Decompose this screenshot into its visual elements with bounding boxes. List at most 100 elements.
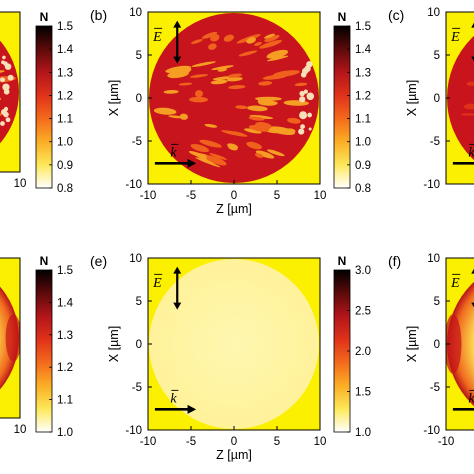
- field-hotspot: [299, 111, 308, 120]
- panel-2: Ek -10 -5 0 5 10 10 5 0 -5 -10 Z [µm] X [µm] (b) N 1.5 1…: [90, 7, 372, 216]
- field-streak: [199, 139, 222, 148]
- field-streak: [217, 68, 227, 72]
- e-vector-label: E: [152, 276, 162, 291]
- x-tick-label: 10: [314, 436, 327, 448]
- k-vector-label: k: [170, 391, 177, 406]
- field-streak: [163, 89, 179, 94]
- colorbar-tick-label: 0.8: [355, 183, 371, 195]
- field-streak: [204, 155, 227, 166]
- field-streak: [248, 116, 265, 121]
- field-hotspot: [308, 127, 312, 131]
- field-hotspot: [5, 314, 20, 362]
- colorbar-title: N: [338, 10, 347, 24]
- field-streak: [466, 81, 474, 86]
- panel-label: (e): [90, 253, 107, 269]
- field-streak: [264, 33, 275, 39]
- panel-plot-area: [0, 12, 20, 172]
- y-tick-label: 5: [434, 296, 440, 308]
- field-hotspot: [5, 117, 11, 123]
- field-streak: [259, 40, 283, 49]
- x-tick-label: -10: [140, 436, 157, 448]
- e-arrow-head-down: [173, 56, 182, 64]
- colorbar-tick-label: 1.4: [355, 44, 372, 56]
- field-streak: [189, 96, 209, 103]
- y-tick-label: 0: [434, 93, 440, 105]
- colorbar: N 1.5 1.4 1.3 1.2 1.1 1.0 0.9 0.8: [333, 10, 372, 195]
- colorbar-tick-label: 2.5: [355, 306, 371, 318]
- e-vector-label: E: [450, 30, 460, 45]
- field-streak: [179, 113, 188, 120]
- field-streak: [229, 131, 246, 137]
- colorbar-tick-label: 1.5: [355, 21, 371, 33]
- field-hotspot: [303, 89, 308, 94]
- field-streak: [286, 128, 296, 134]
- y-axis-label: X [µm]: [107, 80, 121, 116]
- field-streak: [209, 153, 227, 160]
- colorbar-tick-label: 1.0: [57, 137, 73, 149]
- field-streak: [188, 151, 208, 159]
- panel-3: Ek 10 5 0 -5 -10 X [µm] (c): [388, 7, 474, 191]
- panel-label: (f): [388, 253, 401, 269]
- colorbar-tick-label: 1.4: [57, 44, 74, 56]
- colorbar-tick-label: 1.5: [57, 265, 73, 277]
- e-arrow-head-down: [471, 302, 474, 308]
- y-tick-label: -5: [132, 136, 142, 148]
- e-arrow-head-up: [471, 268, 474, 274]
- colorbar-tick-label: 1.0: [355, 427, 371, 439]
- sphere-disk: [0, 40, 19, 144]
- y-axis-label: X [µm]: [405, 80, 419, 116]
- field-streak: [210, 79, 228, 85]
- y-tick-label: -5: [430, 382, 440, 394]
- field-hotspot: [446, 314, 462, 374]
- x-tick-label: 10: [314, 190, 327, 202]
- field-hotspot: [2, 83, 10, 91]
- y-tick-label: 0: [136, 93, 142, 105]
- field-hotspot: [306, 92, 315, 101]
- colorbar-tick-label: 1.1: [57, 114, 73, 126]
- y-tick-label: 10: [129, 253, 142, 265]
- colorbar-tick-label: 0.9: [355, 160, 371, 172]
- field-pattern: [0, 55, 16, 126]
- field-hotspot: [1, 108, 8, 116]
- field-streak: [460, 113, 474, 116]
- y-tick-label: 5: [434, 50, 440, 62]
- colorbar: N 3.0 2.5 2.0 1.5 1.0: [333, 254, 371, 439]
- field-hotspot: [302, 318, 319, 370]
- field-hotspot: [307, 112, 313, 118]
- field-streak: [287, 117, 301, 124]
- field-streak: [178, 82, 193, 86]
- panel-1: 10 N 1.5 1.4 1.3 1.2 1.1 1.0 0.9 0.8: [0, 10, 74, 195]
- x-tick-label: -10: [140, 190, 157, 202]
- field-hotspot: [299, 90, 305, 97]
- colorbar-title: N: [338, 254, 347, 268]
- x-tick-label: 10: [14, 178, 27, 190]
- field-streak: [267, 126, 296, 136]
- colorbar-tick-label: 1.5: [355, 387, 371, 399]
- panel-frame: [0, 257, 21, 419]
- panel-plot-area: [0, 258, 20, 418]
- field-streak: [266, 55, 289, 62]
- field-streak: [201, 31, 218, 39]
- field-streak: [254, 96, 282, 101]
- field-streak: [227, 73, 242, 78]
- y-axis-label: X [µm]: [107, 326, 121, 362]
- x-tick-label: -10: [438, 436, 455, 448]
- y-tick-label: 0: [136, 339, 142, 351]
- sphere-disk: [149, 259, 319, 429]
- field-streak: [246, 37, 256, 44]
- colorbar-gradient: [35, 25, 53, 189]
- colorbar: N 1.5 1.4 1.3 1.2 1.1 1.0: [35, 254, 74, 439]
- y-tick-label: -5: [132, 382, 142, 394]
- field-hotspot: [7, 74, 14, 81]
- x-axis-label: Z [µm]: [216, 202, 252, 216]
- colorbar-tick-label: 1.0: [57, 427, 73, 439]
- field-streak: [238, 50, 258, 57]
- field-hotspot: [2, 55, 6, 60]
- colorbar-tick-label: 1.1: [57, 395, 73, 407]
- field-streak: [228, 85, 246, 90]
- field-streak: [0, 70, 5, 74]
- field-streak: [258, 81, 273, 86]
- field-streak: [189, 74, 209, 78]
- colorbar-tick-label: 1.2: [57, 362, 73, 374]
